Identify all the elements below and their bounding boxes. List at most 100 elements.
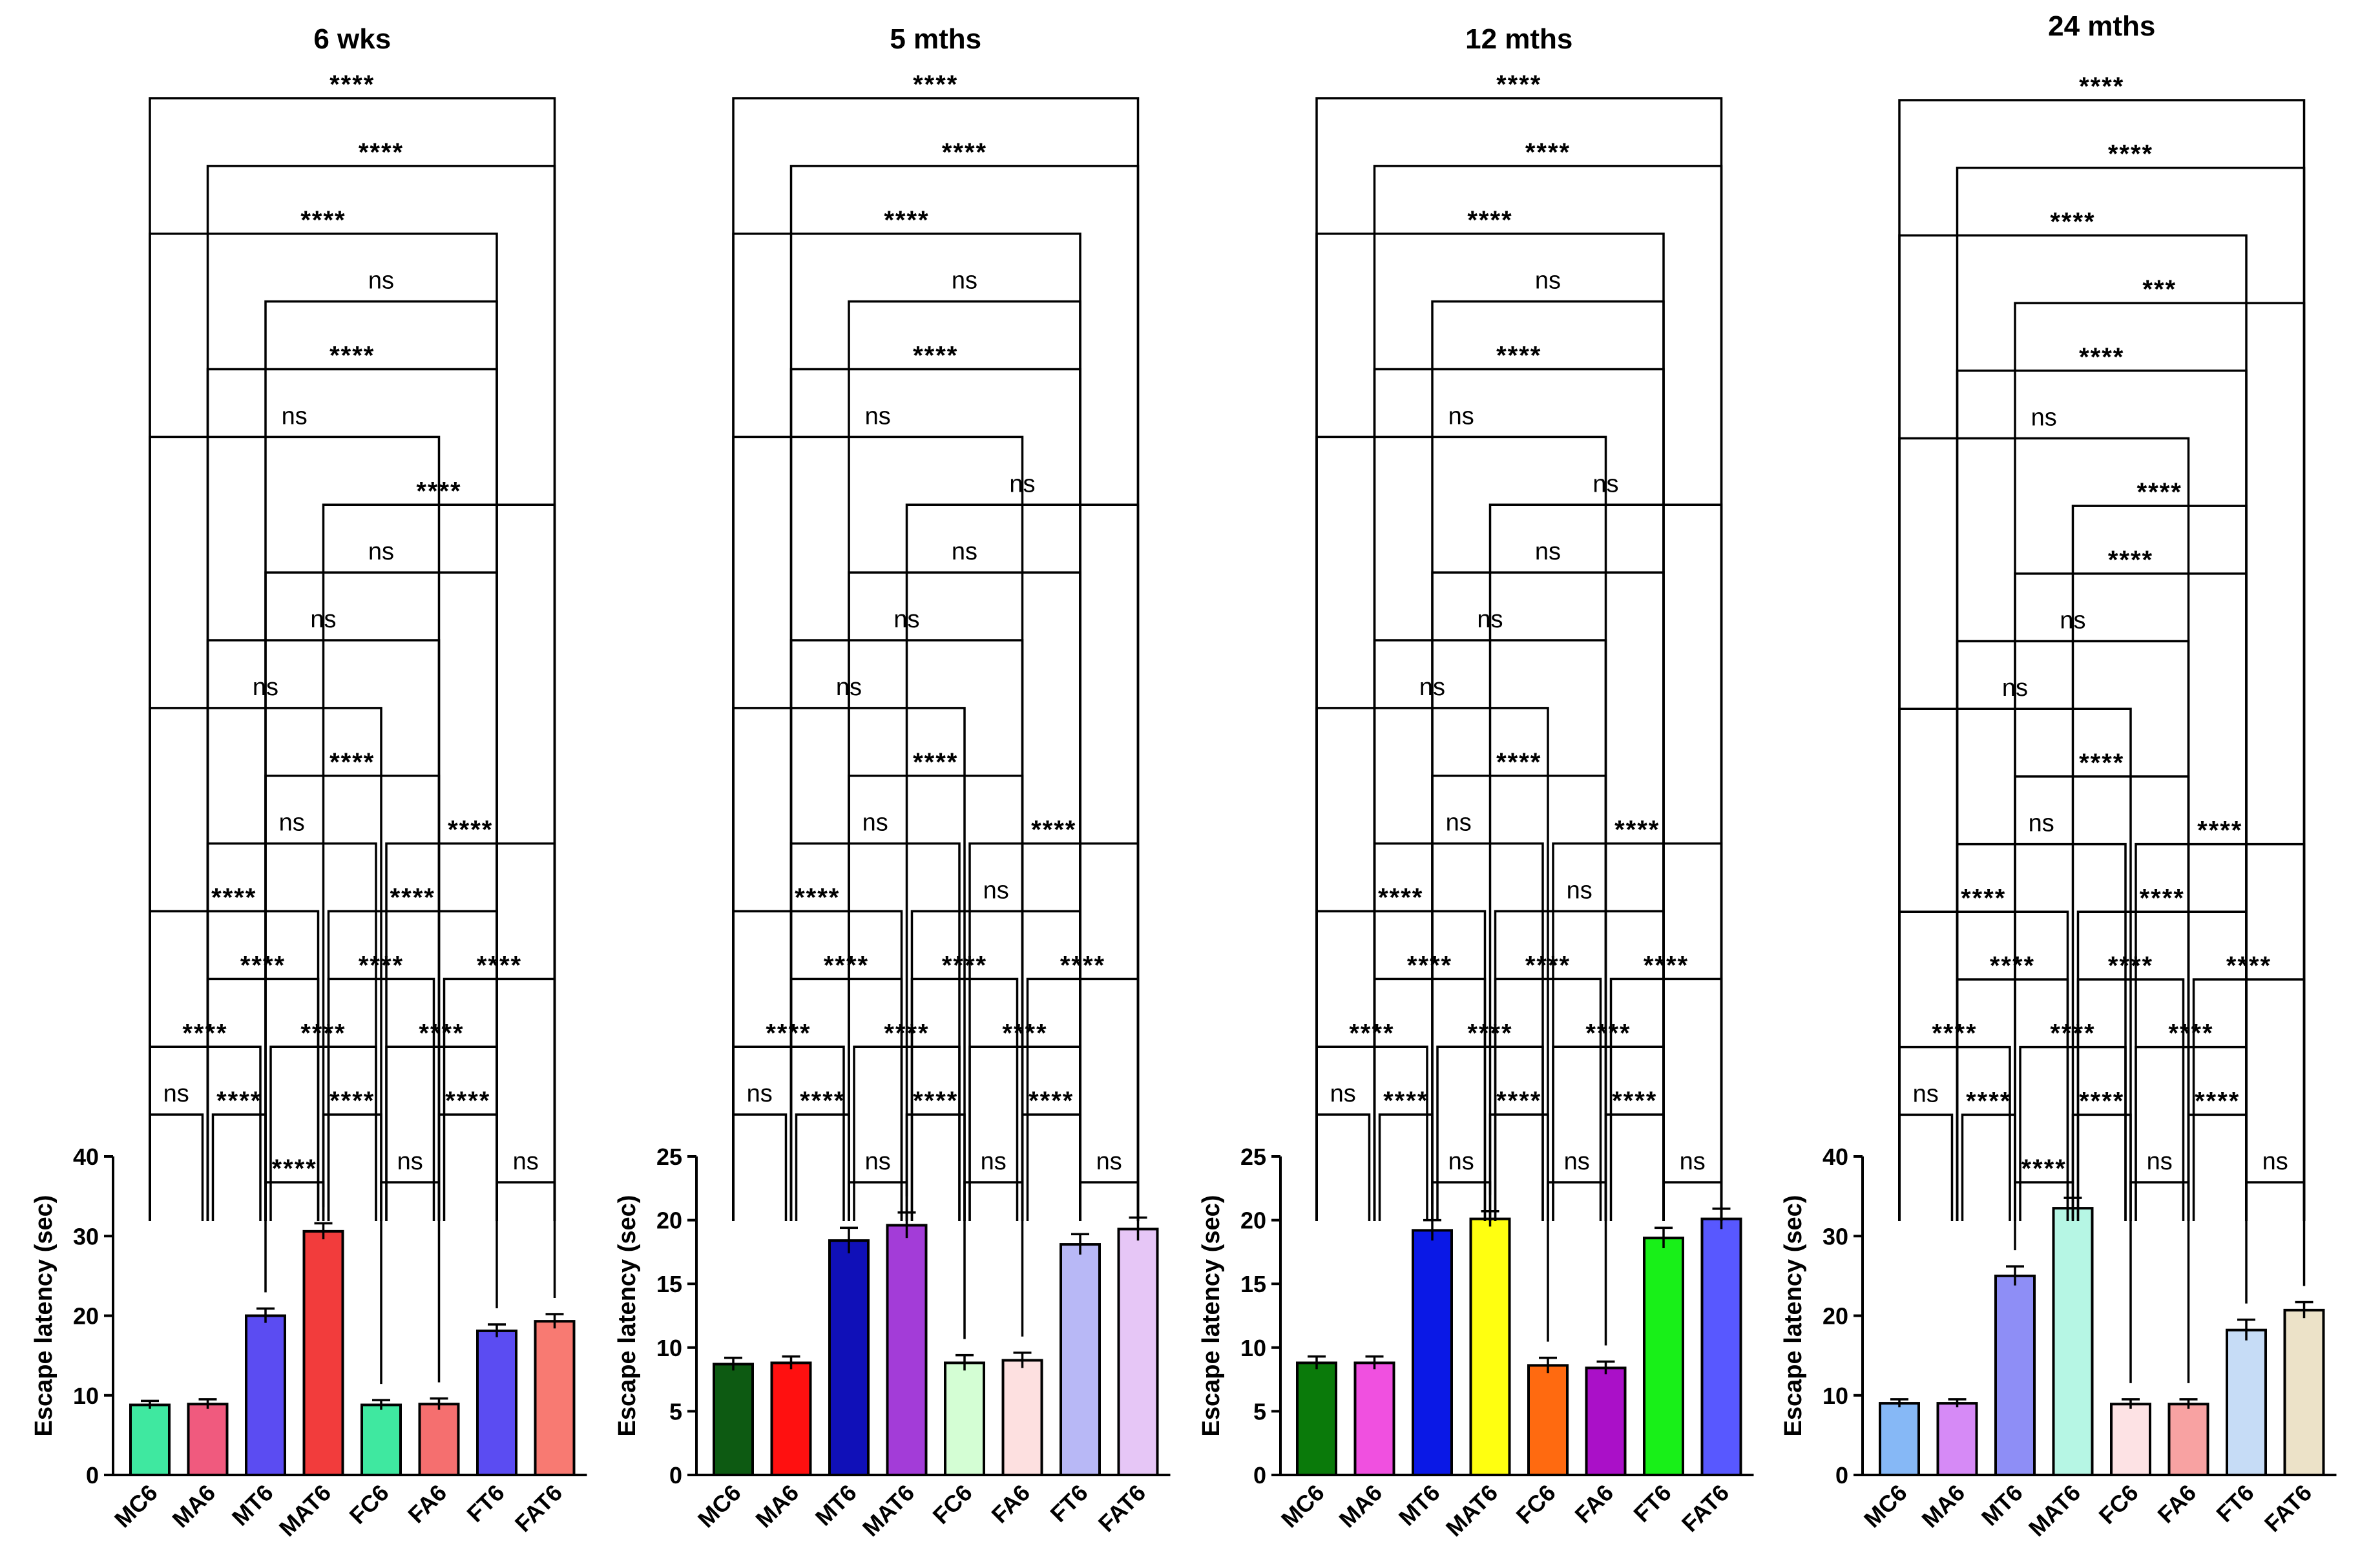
significance-label: **** [913,70,958,99]
y-tick-label: 20 [656,1207,682,1234]
significance-bracket [206,977,320,1221]
y-tick-label: 0 [1835,1462,1848,1489]
significance-bracket [2192,978,2306,1221]
x-tick-label: MT6 [1394,1479,1445,1531]
significance-label: ns [253,674,278,701]
y-tick-label: 10 [1822,1383,1848,1409]
significance-label: **** [1349,1019,1394,1047]
significance-label: **** [1467,206,1512,235]
significance-label: ns [279,810,305,837]
significance-bracket [1956,978,2069,1221]
bar [1585,1366,1627,1477]
x-tick-label: MA6 [1916,1479,1970,1533]
significance-label: **** [329,1087,375,1115]
x-tick-label: MC6 [1276,1479,1330,1533]
significance-bracket [2187,1113,2248,1221]
significance-bracket [2135,1045,2248,1221]
x-tick-label: MA6 [1333,1479,1387,1533]
bar [360,1403,402,1477]
bar [245,1314,286,1476]
significance-label: **** [359,138,404,167]
significance-bracket [848,1181,908,1212]
significance-bracket [1431,775,1607,1221]
significance-label: **** [884,1019,929,1047]
chart-title: 12 mths [1465,23,1572,55]
significance-label: ns [1009,470,1035,497]
significance-label: **** [795,884,840,912]
significance-label: ns [1419,674,1445,701]
y-tick-label: 20 [73,1303,99,1330]
significance-label: **** [1966,1087,2011,1115]
significance-label: **** [419,1019,464,1047]
significance-label: **** [2079,1087,2124,1115]
bar [2283,1308,2325,1477]
significance-label: **** [1614,816,1660,844]
significance-bracket [1079,1181,1140,1218]
significance-label: ns [1913,1080,1939,1107]
significance-label: **** [2079,749,2124,777]
significance-bracket [1315,1113,1371,1221]
significance-bracket [1026,977,1140,1221]
significance-bracket [2129,1181,2190,1383]
bar [1001,1359,1043,1477]
bar [476,1329,517,1476]
significance-label: ns [2060,607,2085,634]
x-tick-label: MAT6 [2023,1479,2085,1542]
significance-label: **** [1496,70,1541,99]
y-tick-label: 30 [1822,1223,1848,1249]
significance-label: ns [368,538,394,565]
significance-bracket [1898,99,2306,1221]
significance-label: **** [359,951,404,979]
significance-label: ns [163,1080,189,1107]
significance-label: **** [884,206,929,235]
significance-bracket [385,1045,498,1221]
x-tick-label: FC6 [344,1479,394,1529]
significance-label: **** [2050,1019,2095,1048]
bar [1117,1228,1159,1477]
significance-label: **** [1029,1087,1074,1115]
significance-label: **** [390,884,435,912]
significance-label: **** [766,1019,811,1047]
significance-label: **** [445,1087,490,1115]
significance-label: ns [2029,810,2054,837]
significance-label: ns [983,877,1009,904]
bar [1879,1402,1920,1476]
x-tick-label: FAT6 [1093,1479,1151,1537]
bar [2226,1328,2267,1477]
x-tick-label: MAT6 [274,1479,336,1542]
significance-label: ns [1535,267,1561,295]
significance-label: **** [1961,884,2006,912]
significance-label: **** [1060,951,1105,979]
significance-label: **** [1990,952,2035,980]
significance-label: ns [1564,1148,1590,1175]
significance-label: **** [182,1019,227,1047]
x-tick-label: FT6 [2211,1479,2259,1527]
x-tick-label: MAT6 [1441,1479,1503,1542]
x-tick-label: MC6 [693,1479,746,1533]
significance-label: **** [1496,342,1541,370]
significance-bracket [380,1181,441,1385]
x-tick-label: FA6 [2152,1479,2201,1529]
x-tick-label: FA6 [402,1479,452,1529]
significance-label: **** [448,816,493,844]
significance-label: **** [2079,343,2124,371]
significance-bracket [322,1113,382,1221]
significance-bracket [1604,1113,1665,1221]
bar [1936,1402,1978,1476]
significance-label: ns [1448,402,1474,430]
significance-label: **** [216,1087,262,1115]
significance-bracket [327,977,435,1221]
y-tick-label: 0 [1253,1462,1266,1489]
x-tick-label: MC6 [1859,1479,1912,1533]
significance-bracket [1494,977,1602,1221]
significance-bracket [905,1113,966,1221]
y-tick-label: 10 [656,1335,682,1361]
significance-label: **** [329,748,375,777]
bar [1994,1274,2036,1476]
significance-label: **** [2197,817,2242,845]
y-tick-label: 10 [73,1383,99,1409]
significance-bracket [149,1113,204,1221]
significance-bracket [732,97,1140,1221]
significance-bracket [1488,1113,1549,1221]
